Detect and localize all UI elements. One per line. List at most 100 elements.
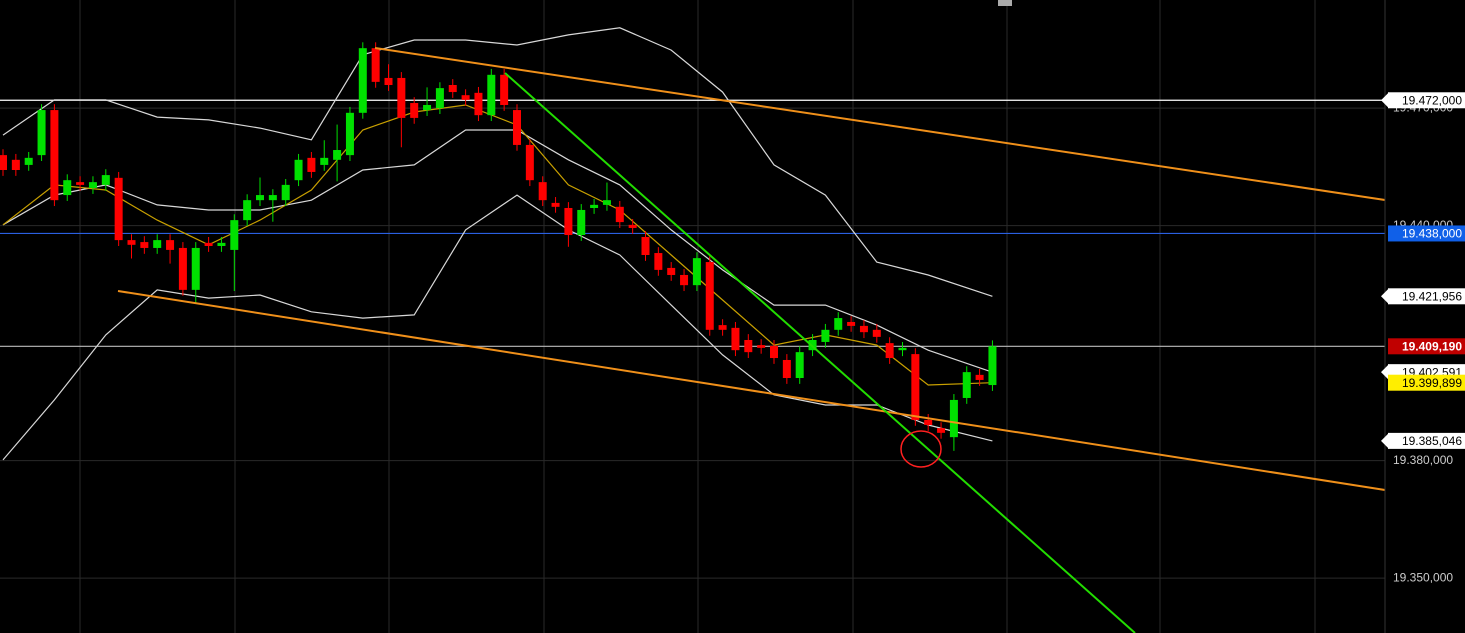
y-tick-label: 19.350,000	[1393, 570, 1453, 584]
marker-box	[1388, 225, 1465, 242]
marker-box	[1388, 338, 1465, 355]
candle-body	[988, 346, 997, 386]
candle-body	[590, 204, 599, 208]
candle-body	[345, 112, 354, 156]
candle-body	[795, 352, 804, 378]
marker-arrow	[1381, 364, 1389, 381]
candle-body	[525, 144, 534, 181]
marker-label: 19.399,899	[1402, 376, 1462, 390]
price-marker: 19.385,046	[1381, 432, 1465, 449]
marker-label: 19.472,000	[1402, 93, 1462, 107]
candle-body	[705, 262, 714, 330]
marker-label: 19.421,956	[1402, 289, 1462, 303]
channel-upper	[374, 47, 1386, 201]
candle-body	[975, 374, 984, 380]
candle-body	[782, 359, 791, 378]
candle-body	[448, 85, 457, 93]
candle-body	[641, 236, 650, 256]
y-tick-label: 19.380,000	[1393, 453, 1453, 467]
marker-label: 19.385,046	[1402, 434, 1462, 448]
candle-body	[602, 200, 611, 205]
candle-body	[204, 242, 213, 246]
trend-line	[504, 72, 1136, 633]
candle-body	[256, 195, 264, 201]
candle-body	[101, 175, 110, 185]
price-marker: 19.472,000	[1381, 92, 1465, 109]
scroll-handle	[998, 0, 1012, 6]
candle-body	[333, 150, 342, 160]
candle-body	[461, 95, 470, 100]
candle-body	[178, 247, 187, 290]
candle-body	[692, 258, 701, 286]
candle-body	[731, 327, 740, 351]
price-marker: 19.409,190	[1388, 338, 1465, 355]
highlight-circle	[900, 430, 942, 468]
marker-box	[1388, 288, 1465, 305]
candle-body	[358, 48, 367, 113]
candle-body	[11, 159, 20, 171]
price-marker: 19.438,000	[1388, 225, 1465, 242]
marker-box	[1388, 92, 1465, 109]
candle-body	[217, 242, 226, 246]
candle-body	[898, 347, 907, 351]
candle-body	[937, 428, 946, 433]
candle-body	[24, 157, 33, 165]
candle-body	[153, 240, 162, 248]
candle-body	[435, 88, 444, 109]
candle-body	[538, 182, 547, 201]
candle-body	[962, 372, 971, 398]
time-grid	[79, 0, 1316, 633]
candle-body	[654, 253, 663, 270]
candle-body	[397, 77, 406, 118]
candle-body	[487, 74, 496, 116]
price-marker: 19.399,899	[1388, 374, 1465, 391]
candle-body	[281, 184, 290, 201]
indicator-line	[2, 194, 993, 461]
candle-body	[37, 110, 46, 156]
candle-body	[911, 354, 920, 420]
price-marker: 19.421,956	[1381, 288, 1465, 305]
marker-label: 19.438,000	[1402, 227, 1462, 241]
candle-body	[410, 103, 419, 118]
candle-body	[63, 180, 72, 196]
candle-body	[127, 240, 136, 245]
candle-body	[474, 92, 483, 116]
candle-body	[76, 182, 85, 185]
candle-body	[924, 419, 933, 426]
candle-body	[577, 209, 586, 236]
marker-arrow	[1381, 92, 1389, 109]
marker-box	[1388, 432, 1465, 449]
price-markers: 19.472,000 19.438,000 19.421,956 19.409,190…	[1381, 92, 1465, 449]
candle-body	[628, 224, 637, 228]
candle-body	[859, 325, 868, 333]
candle-body	[885, 343, 894, 359]
marker-label: 19.409,190	[1402, 339, 1462, 353]
candle-body	[834, 318, 843, 330]
indicator-line	[2, 129, 993, 373]
candle-body	[371, 48, 380, 82]
candle-body	[872, 329, 881, 337]
indicator-line	[2, 27, 993, 297]
candle-body	[770, 345, 778, 359]
candle-body	[307, 157, 316, 172]
candle-body	[140, 242, 149, 248]
candle-body	[191, 247, 200, 290]
candle-body	[384, 77, 393, 86]
candle-body	[744, 340, 753, 353]
candle-body	[847, 321, 856, 326]
marker-box	[1388, 374, 1465, 391]
candle-body	[680, 274, 689, 286]
candle-body	[320, 157, 329, 165]
marker-arrow	[1381, 432, 1389, 449]
candle-body	[615, 206, 624, 223]
candle-body	[949, 399, 958, 438]
candle-body	[243, 200, 252, 221]
drawings	[117, 47, 1386, 633]
candle-body	[513, 110, 521, 145]
marker-arrow	[1381, 288, 1389, 305]
candle-body	[718, 325, 727, 330]
candle-body	[114, 177, 123, 241]
